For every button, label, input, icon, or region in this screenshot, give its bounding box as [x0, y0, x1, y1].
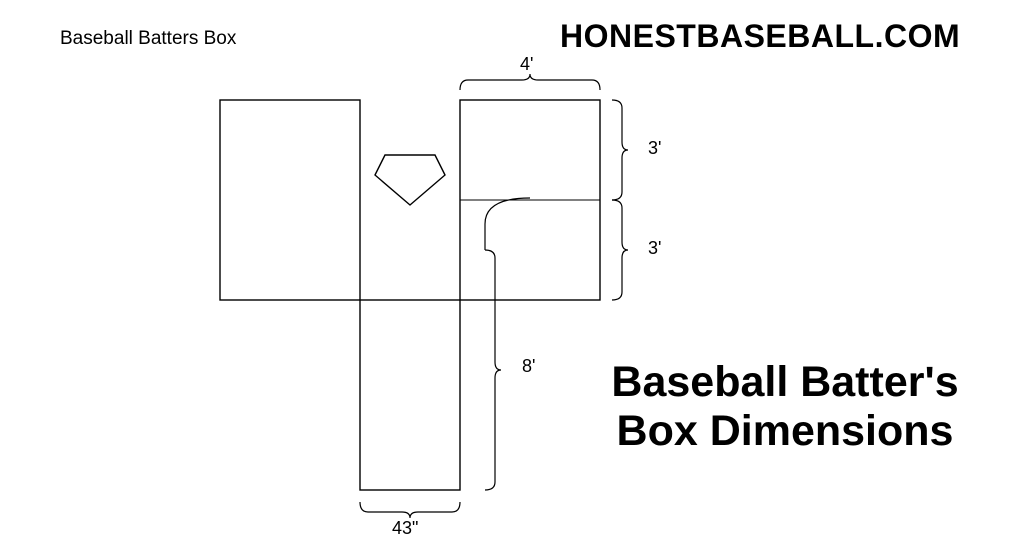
dim-eight: 8' — [522, 356, 535, 377]
dim-lower-right: 3' — [648, 238, 661, 259]
small-title: Baseball Batters Box — [60, 28, 236, 50]
site-name: HONESTBASEBALL.COM — [560, 18, 960, 55]
dim-upper-right: 3' — [648, 138, 661, 159]
batters-box-diagram: 4' 3' 3' 8' 43" — [160, 60, 720, 540]
dim-bottom: 43" — [392, 518, 418, 539]
dim-top: 4' — [520, 54, 533, 75]
